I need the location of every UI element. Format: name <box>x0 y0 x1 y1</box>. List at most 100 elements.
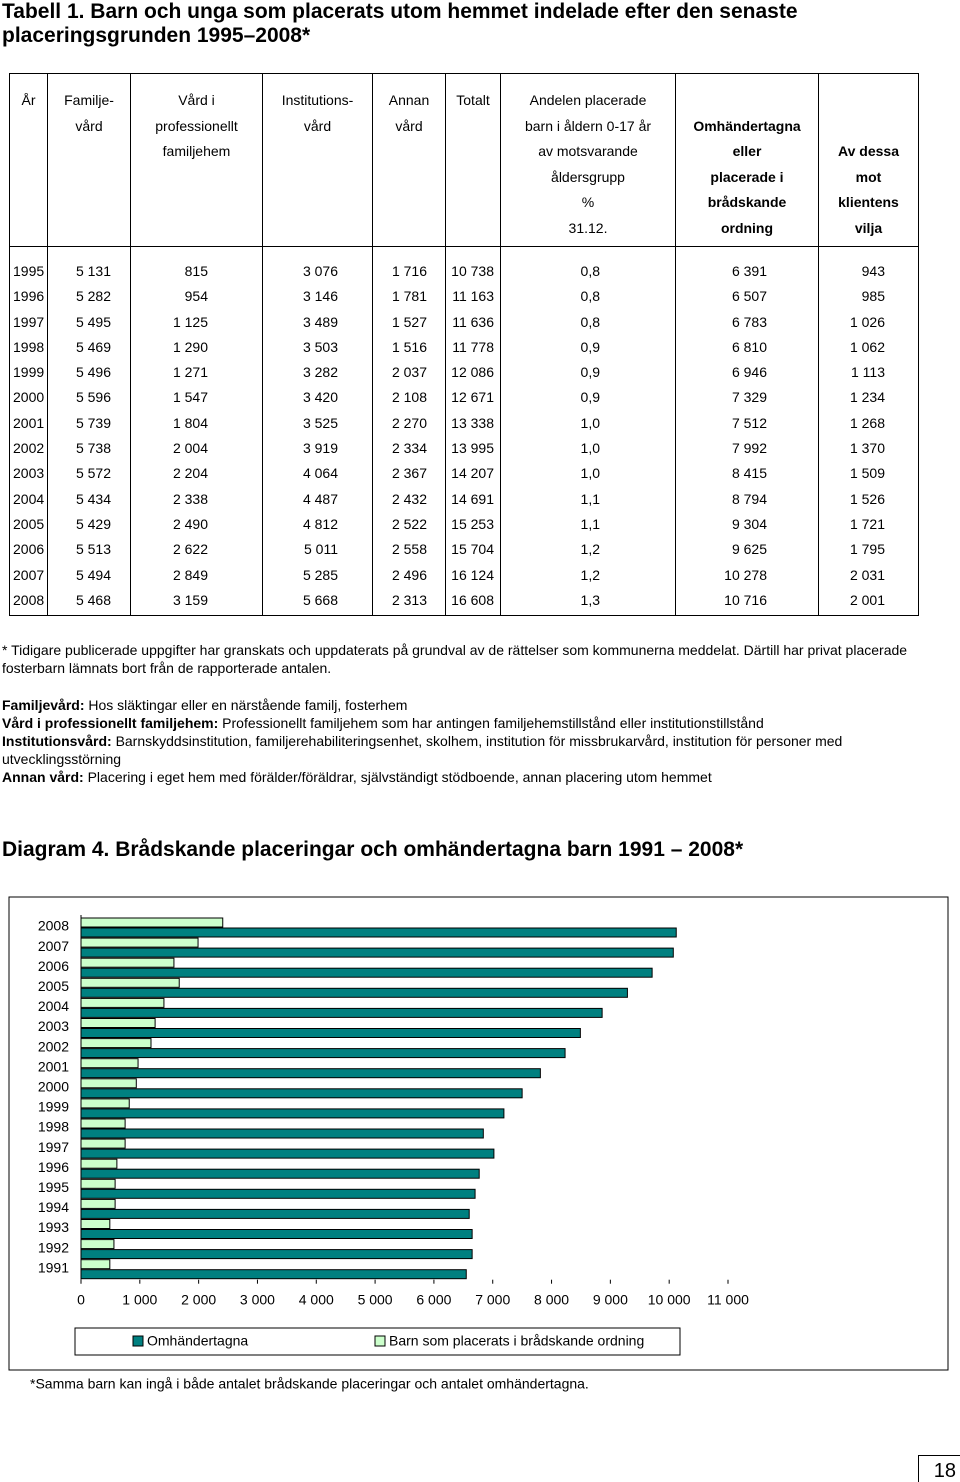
x-tick-label: 6 000 <box>416 1292 451 1308</box>
table-cell: 1 026 <box>818 309 919 335</box>
table-cell: 5 011 <box>262 537 373 563</box>
table-cell: 6 946 <box>675 360 819 386</box>
table-cell: 0,8 <box>500 309 676 335</box>
table-row: 1995 5 131 815 3 076 1 716 10 738 0,8 6 391 943 <box>9 246 919 285</box>
table-cell: 3 420 <box>262 385 373 411</box>
table-cell: 2 558 <box>372 537 446 563</box>
header-line: Andelen placerade <box>529 92 647 108</box>
table-cell: 15 704 <box>445 537 501 563</box>
header-line: 31.12. <box>568 219 608 236</box>
table-cell: 5 469 <box>47 334 131 361</box>
table-cell: 3 503 <box>262 334 373 361</box>
table-row: 2004 5 434 2 338 4 487 2 432 14 691 1,1 8 794 1 … <box>9 486 919 512</box>
definition-term: Institutionsvård: <box>2 733 112 749</box>
table-cell: 2 522 <box>372 511 446 538</box>
table-cell: 2 496 <box>372 562 446 588</box>
header-line: brådskande <box>707 194 787 210</box>
table-cell: 954 <box>130 284 263 310</box>
table-cell: 2 338 <box>130 486 263 512</box>
x-tick-label: 4 000 <box>299 1292 334 1308</box>
table-cell: 2005 <box>9 511 48 538</box>
table-cell: 1997 <box>9 309 48 335</box>
table-cell: 5 282 <box>47 284 131 310</box>
y-tick-label: 1991 <box>38 1259 69 1275</box>
table-note: * Tidigare publicerade uppgifter har gra… <box>2 642 908 676</box>
table-cell: 5 434 <box>47 486 131 512</box>
bar <box>80 1178 116 1189</box>
definition-text: Barnskyddsinstitution, familjerehabilite… <box>2 733 843 767</box>
bar <box>80 917 224 928</box>
y-tick-label: 1999 <box>38 1099 69 1115</box>
table-cell: 5 131 <box>47 246 131 285</box>
bar <box>80 1208 470 1219</box>
table-cell: 10 716 <box>675 587 819 616</box>
table-cell: 2 031 <box>818 562 919 588</box>
column-header: År <box>9 73 48 247</box>
bar <box>80 997 165 1008</box>
x-tick-label: 5 000 <box>358 1292 393 1308</box>
table-cell: 1,0 <box>500 461 676 487</box>
table-cell: 1 804 <box>130 410 263 437</box>
header-line: År <box>21 92 36 108</box>
column-header: Omhändertagna eller placerade i brådskande o… <box>675 73 819 247</box>
bar <box>80 1219 111 1229</box>
bar <box>80 927 677 938</box>
table-cell: 1 526 <box>818 486 919 512</box>
x-tick-label: 11 000 <box>707 1292 749 1308</box>
table-cell: 16 124 <box>445 562 501 588</box>
definition: Annan vård: Placering i eget hem med för… <box>2 768 942 786</box>
bar <box>80 1078 137 1089</box>
bar <box>80 1148 495 1159</box>
y-tick-label: 1996 <box>38 1159 69 1175</box>
header-line: placerade i <box>710 168 784 185</box>
column-header: Andelen placerade barn i åldern 0-17 år av… <box>500 73 676 247</box>
y-tick-label: 2008 <box>38 918 69 934</box>
table-cell: 2 849 <box>130 562 263 588</box>
table-cell: 0,9 <box>500 334 676 361</box>
table-cell: 2003 <box>9 461 48 487</box>
y-tick-label: 1995 <box>38 1179 69 1195</box>
header-line: vård <box>395 117 423 134</box>
table-cell: 2 004 <box>130 436 263 462</box>
table-cell: 5 739 <box>47 410 131 437</box>
header-line: åldersgrupp <box>551 168 625 185</box>
table-cell: 5 468 <box>47 587 131 616</box>
table-row: 1998 5 469 1 290 3 503 1 516 11 778 0,9 6 810 1 … <box>9 334 919 361</box>
bar <box>80 1028 581 1038</box>
bar <box>80 957 175 968</box>
table-row: 1997 5 495 1 125 3 489 1 527 11 636 0,8 6 783 1 … <box>9 309 919 335</box>
bar <box>80 1018 156 1028</box>
x-tick-label: 1 000 <box>122 1292 157 1308</box>
table-cell: 16 608 <box>445 587 501 616</box>
bar <box>80 1249 473 1260</box>
header-line: Omhändertagna <box>693 117 801 134</box>
column-header: Vård i professionellt familjehem <box>130 73 263 247</box>
table-cell: 2 313 <box>372 587 446 616</box>
table-cell: 1 547 <box>130 385 263 411</box>
y-tick-label: 1997 <box>38 1139 69 1155</box>
header-line: familjehem <box>162 143 231 159</box>
bar <box>80 1229 473 1239</box>
table-cell: 0,8 <box>500 284 676 310</box>
table-cell: 10 278 <box>675 562 819 588</box>
bar <box>80 1118 126 1129</box>
table-cell: 4 812 <box>262 511 373 538</box>
table-row: 1996 5 282 954 3 146 1 781 11 163 0,8 6 507 985 <box>9 284 919 310</box>
table-cell: 5 738 <box>47 436 131 462</box>
table-cell: 943 <box>818 246 919 285</box>
table-cell: 1,1 <box>500 486 676 512</box>
table-cell: 1 370 <box>818 436 919 462</box>
definition-text: Professionellt familjehem som har anting… <box>222 715 764 731</box>
table-row: 1999 5 496 1 271 3 282 2 037 12 086 0,9 6 946 1 … <box>9 360 919 386</box>
bar <box>80 1259 111 1270</box>
y-tick-label: 2001 <box>38 1058 69 1074</box>
column-header: Familje-vård <box>47 73 131 247</box>
table-cell: 8 415 <box>675 461 819 487</box>
table-cell: 3 919 <box>262 436 373 462</box>
table-row: 2003 5 572 2 204 4 064 2 367 14 207 1,0 8 415 1 … <box>9 461 919 487</box>
table-cell: 5 429 <box>47 511 131 538</box>
bar <box>80 1198 116 1209</box>
table-cell: 6 507 <box>675 284 819 310</box>
legend-frame <box>74 1327 681 1356</box>
